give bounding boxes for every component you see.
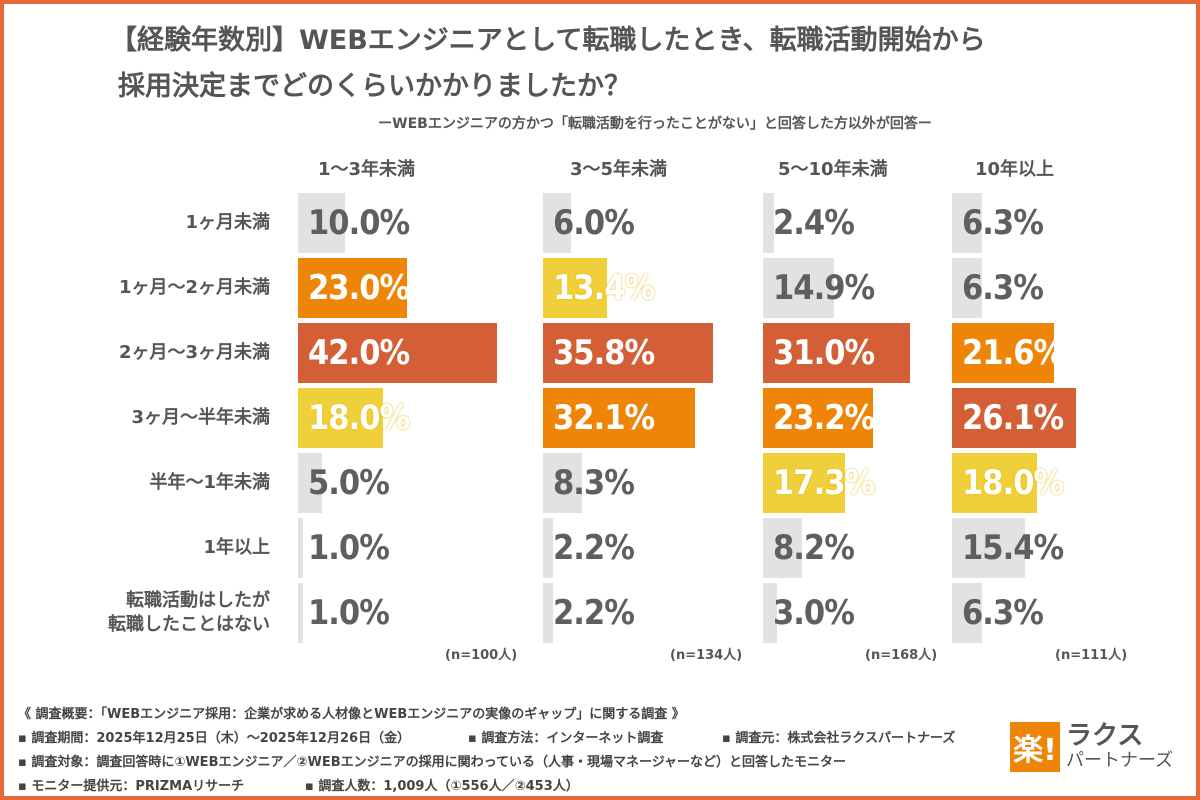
company-logo: 楽! ラクス パートナーズ xyxy=(1010,722,1173,772)
footer-method: ▪ 調査方法：インターネット調査 xyxy=(468,731,664,746)
value-label: 1.0% xyxy=(308,528,390,568)
value-label: 17.3% xyxy=(773,463,875,503)
title-line-1: 【経験年数別】WEBエンジニアとして転職したとき、転職活動開始から xyxy=(110,25,986,56)
bar xyxy=(952,583,982,643)
bar xyxy=(952,453,1038,513)
bar xyxy=(763,583,778,643)
logo-line-1: ラクス xyxy=(1066,721,1144,751)
value-label: 21.6% xyxy=(962,333,1064,373)
footer-source: ▪ 調査元：株式会社ラクスパートナーズ xyxy=(722,731,956,746)
chart-title: 【経験年数別】WEBエンジニアとして転職したとき、転職活動開始から 採用決定まで… xyxy=(110,18,1110,110)
row-label: 1ヶ月〜2ヶ月未満 xyxy=(118,277,270,298)
footer-period: ▪ 調査期間：2025年12月25日（木）〜2025年12月26日（金） xyxy=(18,731,411,746)
value-label: 32.1% xyxy=(553,398,655,438)
bar xyxy=(952,518,1025,578)
value-label: 13.4% xyxy=(553,268,655,308)
value-label: 6.3% xyxy=(962,268,1044,308)
bar xyxy=(763,258,834,318)
row-label: 転職活動はしたが 転職したことはない xyxy=(108,590,270,635)
sample-size: (n=111人) xyxy=(1055,648,1128,663)
value-label: 6.3% xyxy=(962,593,1044,633)
bar xyxy=(543,583,554,643)
value-label: 2.2% xyxy=(553,593,635,633)
bar xyxy=(952,388,1076,448)
value-label: 42.0% xyxy=(308,333,410,373)
bar xyxy=(298,583,303,643)
bar xyxy=(763,193,775,253)
footer-target: ▪ 調査対象：調査回答時に①WEBエンジニア／②WEBエンジニアの採用に関わって… xyxy=(18,755,847,770)
value-label: 14.9% xyxy=(773,268,875,308)
bar xyxy=(543,258,607,318)
value-label: 3.0% xyxy=(773,593,855,633)
footer-count: ▪ 調査人数：1,009人（①556人／②453人） xyxy=(305,779,579,794)
value-label: 5.0% xyxy=(308,463,390,503)
bar xyxy=(763,323,910,383)
column-header: 10年以上 xyxy=(975,159,1055,180)
title-line-2: 採用決定までどのくらいかかりましたか？ xyxy=(118,71,631,102)
row-label: 半年〜1年未満 xyxy=(149,472,270,493)
value-label: 10.0% xyxy=(308,203,410,243)
footer-provider: ▪ モニター提供元：PRIZMAリサーチ xyxy=(18,779,245,794)
row-label: 2ヶ月〜3ヶ月未満 xyxy=(118,342,270,363)
column-header: 5〜10年未満 xyxy=(778,159,888,180)
value-label: 6.3% xyxy=(962,203,1044,243)
logo-line-2: パートナーズ xyxy=(1066,750,1174,771)
column-header: 3〜5年未満 xyxy=(570,159,668,180)
value-label: 6.0% xyxy=(553,203,635,243)
bar xyxy=(298,193,346,253)
bar xyxy=(298,388,384,448)
bar xyxy=(763,453,845,513)
bar xyxy=(543,453,583,513)
sample-size: (n=168人) xyxy=(865,648,938,663)
value-label: 2.2% xyxy=(553,528,635,568)
row-label: 3ヶ月〜半年未満 xyxy=(131,407,270,428)
value-label: 26.1% xyxy=(962,398,1064,438)
value-label: 18.0% xyxy=(308,398,410,438)
row-label: 1ヶ月未満 xyxy=(185,212,270,233)
bar xyxy=(763,388,873,448)
bar xyxy=(543,388,696,448)
bar xyxy=(543,193,572,253)
column-header: 1〜3年未満 xyxy=(318,159,416,180)
value-label: 8.2% xyxy=(773,528,855,568)
logo-mark: 楽! xyxy=(1010,722,1060,772)
bar xyxy=(298,323,498,383)
bar xyxy=(952,323,1055,383)
bar xyxy=(763,518,802,578)
bar xyxy=(298,258,408,318)
row-label: 1年以上 xyxy=(203,537,270,558)
bar xyxy=(298,518,303,578)
bar xyxy=(298,453,322,513)
value-label: 23.0% xyxy=(308,268,410,308)
value-label: 8.3% xyxy=(553,463,635,503)
bar xyxy=(543,518,554,578)
bar xyxy=(952,258,982,318)
sample-size: (n=134人) xyxy=(670,648,743,663)
value-label: 35.8% xyxy=(553,333,655,373)
value-label: 23.2% xyxy=(773,398,875,438)
bar xyxy=(543,323,713,383)
value-label: 18.0% xyxy=(962,463,1064,503)
value-label: 2.4% xyxy=(773,203,855,243)
value-label: 15.4% xyxy=(962,528,1064,568)
footer-summary: 《 調査概要：「WEBエンジニア採用：企業が求める人材像とWEBエンジニアの実像… xyxy=(18,707,685,722)
value-label: 1.0% xyxy=(308,593,390,633)
bar xyxy=(952,193,982,253)
sample-size: (n=100人) xyxy=(445,648,518,663)
value-label: 31.0% xyxy=(773,333,875,373)
chart-subtitle: ーWEBエンジニアの方かつ「転職活動を行ったことがない」と回答した方以外が回答ー xyxy=(378,116,932,132)
